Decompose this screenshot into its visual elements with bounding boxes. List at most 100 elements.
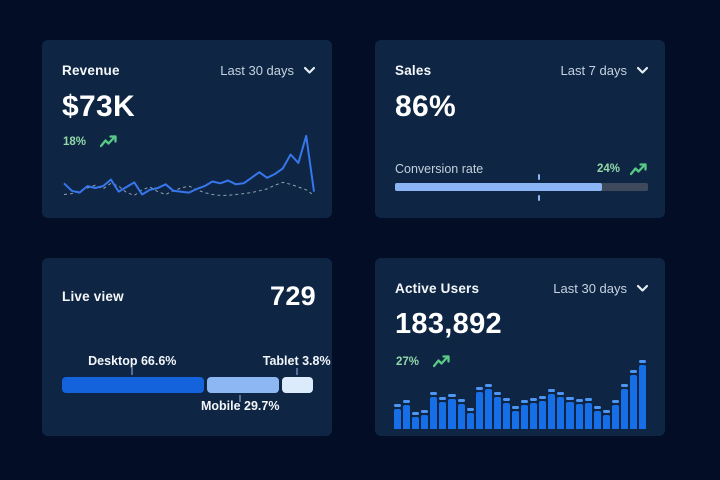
- user-bar: [439, 397, 447, 429]
- user-bar: [448, 394, 456, 429]
- bar-body: [412, 417, 420, 429]
- sales-change-badge: 24%: [596, 163, 620, 175]
- bar-cap: [630, 370, 638, 373]
- bar-body: [584, 403, 592, 429]
- bar-cap: [593, 406, 601, 409]
- bar-body: [602, 415, 610, 429]
- bar-cap: [548, 389, 556, 392]
- bar-cap: [566, 397, 574, 400]
- bar-body: [611, 405, 619, 429]
- user-bar: [620, 384, 629, 429]
- bar-body: [630, 375, 638, 429]
- user-bar: [584, 398, 592, 429]
- live-view-card: Live view 729 Desktop 66.6% Tablet 3.8% …: [42, 258, 332, 436]
- bar-body: [575, 404, 583, 429]
- user-bar: [639, 360, 647, 429]
- active-users-period-selector[interactable]: Last 30 days: [553, 281, 649, 296]
- bar-body: [493, 397, 501, 429]
- user-bar: [521, 400, 529, 429]
- revenue-line-chart: [63, 134, 315, 196]
- desktop-connector: [131, 368, 134, 375]
- bar-body: [530, 403, 538, 429]
- active-users-bar-chart: [394, 359, 647, 429]
- user-bar: [430, 392, 438, 429]
- user-bar: [602, 410, 610, 429]
- bar-body: [620, 389, 629, 429]
- bar-body: [593, 411, 601, 429]
- revenue-card-title: Revenue: [62, 63, 120, 78]
- bar-body: [566, 402, 574, 429]
- desktop-segment: [62, 377, 204, 393]
- bar-cap: [620, 384, 629, 387]
- progress-fill: [395, 183, 603, 191]
- active-users-change-badge: 27%: [396, 355, 420, 368]
- bar-cap: [403, 400, 411, 403]
- bar-cap: [439, 397, 447, 400]
- user-bar: [566, 397, 574, 429]
- bar-body: [548, 394, 556, 429]
- trend-up-icon: [100, 135, 117, 148]
- revenue-change-badge: 18%: [63, 135, 87, 148]
- bar-cap: [530, 398, 538, 401]
- user-bar: [512, 406, 520, 429]
- mobile-segment: [206, 377, 279, 393]
- sales-period-label: Last 7 days: [560, 63, 628, 78]
- tablet-segment: [281, 377, 313, 393]
- bar-body: [512, 411, 520, 429]
- trend-up-icon: [630, 162, 647, 175]
- bar-body: [639, 365, 647, 429]
- desktop-segment-label: Desktop 66.6%: [88, 354, 177, 368]
- bar-cap: [448, 394, 456, 397]
- user-bar: [493, 392, 501, 429]
- user-bar: [575, 399, 583, 429]
- bar-cap: [584, 398, 592, 401]
- bar-cap: [575, 399, 583, 402]
- active-users-card-title: Active Users: [395, 281, 480, 296]
- bar-body: [457, 404, 465, 429]
- bar-body: [439, 402, 447, 429]
- chevron-down-icon: [636, 66, 649, 74]
- sales-card-title: Sales: [395, 63, 432, 78]
- bar-cap: [557, 392, 565, 395]
- user-bar: [611, 400, 619, 429]
- user-bar: [593, 406, 601, 429]
- user-bar: [412, 412, 420, 429]
- active-users-card: Active Users Last 30 days 183,892 27%: [375, 258, 665, 436]
- bar-body: [475, 392, 483, 429]
- live-view-value: 729: [270, 281, 316, 311]
- bar-body: [421, 415, 429, 429]
- chevron-down-icon: [636, 284, 649, 292]
- user-bar: [557, 392, 565, 429]
- sales-period-selector[interactable]: Last 7 days: [561, 63, 650, 78]
- bar-body: [539, 401, 547, 429]
- progress-marker-top: [538, 174, 541, 180]
- revenue-period-label: Last 30 days: [220, 63, 294, 78]
- bar-cap: [502, 398, 511, 401]
- bar-body: [430, 397, 438, 429]
- bar-body: [502, 403, 511, 429]
- tablet-connector: [295, 368, 298, 375]
- bar-cap: [611, 400, 619, 403]
- conversion-progress-bar: [395, 174, 648, 201]
- user-bar: [403, 400, 411, 429]
- user-bar: [539, 396, 547, 429]
- live-view-card-title: Live view: [62, 289, 124, 304]
- bar-body: [394, 409, 402, 429]
- user-bar: [484, 384, 492, 429]
- bar-body: [521, 405, 529, 429]
- user-bar: [457, 399, 465, 429]
- conversion-rate-label: Conversion rate: [395, 162, 484, 176]
- user-bar: [394, 404, 402, 429]
- bar-cap: [475, 387, 483, 390]
- mobile-segment-label: Mobile 29.7%: [200, 399, 280, 413]
- user-bar: [466, 408, 474, 429]
- bar-cap: [484, 384, 492, 387]
- user-bar: [530, 398, 538, 429]
- revenue-period-selector[interactable]: Last 30 days: [220, 63, 316, 78]
- bar-cap: [430, 392, 438, 395]
- tablet-segment-label: Tablet 3.8%: [262, 354, 331, 368]
- bar-cap: [412, 412, 420, 415]
- device-split-chart: Desktop 66.6% Tablet 3.8% Mobile 29.7%: [62, 258, 331, 436]
- user-bar: [421, 410, 429, 429]
